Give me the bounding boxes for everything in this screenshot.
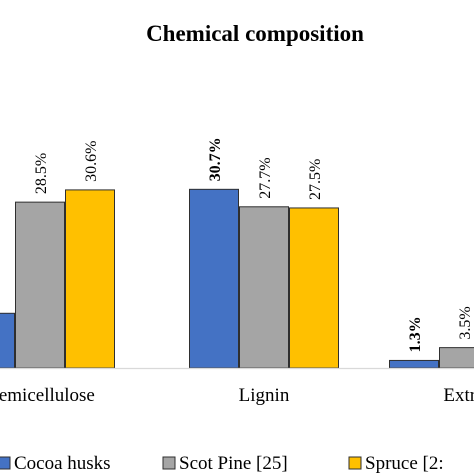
data-label-1-1: 27.7%	[257, 157, 274, 198]
legend-label-0: Cocoa husks	[14, 453, 111, 474]
legend-label-1: Scot Pine [25]	[179, 453, 288, 474]
data-label-1-0: 28.5%	[33, 153, 50, 194]
bar-2-1	[289, 207, 339, 369]
data-label-0-1: 30.7%	[207, 137, 224, 181]
bar-0-2	[389, 359, 439, 369]
bars-layer	[0, 188, 474, 369]
bar-1-1	[239, 206, 289, 369]
data-label-1-2: 3.5%	[457, 306, 474, 339]
data-label-2-1: 27.5%	[307, 159, 324, 200]
chart-title: Chemical composition	[146, 21, 364, 46]
data-label-2-0: 30.6%	[83, 141, 100, 182]
legend-swatch-2	[348, 456, 362, 470]
legend-label-2: Spruce [2:	[365, 453, 444, 474]
bar-1-0	[15, 201, 65, 369]
legend-swatch-1	[162, 456, 176, 470]
category-label-1: Lignin	[239, 385, 290, 406]
data-labels-layer: 9.4%28.5%30.6%30.7%27.7%27.5%1.3%3.5%	[33, 137, 474, 352]
data-label-0-2: 1.3%	[407, 316, 424, 352]
bar-0-0	[0, 312, 15, 369]
category-label-2: Extra	[443, 385, 474, 406]
bar-2-0	[65, 189, 115, 369]
legend-swatch-0	[0, 456, 11, 470]
legend: Cocoa husks Scot Pine [25] Spruce [2:	[0, 453, 444, 474]
bar-1-2	[439, 347, 474, 369]
category-labels-layer: Hemicellulose Lignin Extra	[0, 385, 474, 406]
bar-0-1	[189, 188, 239, 369]
category-label-0: Hemicellulose	[0, 385, 95, 406]
